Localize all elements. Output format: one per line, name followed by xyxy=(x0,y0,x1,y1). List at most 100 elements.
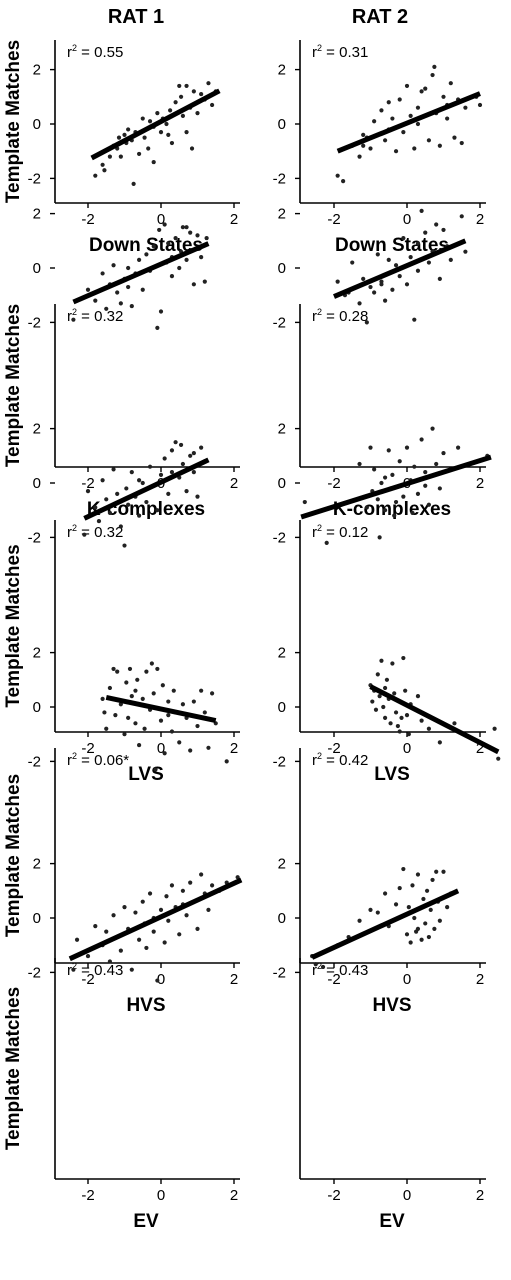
x-tick-label: 2 xyxy=(230,1187,238,1204)
data-point xyxy=(492,726,497,731)
data-point xyxy=(392,691,397,696)
data-point xyxy=(166,132,171,137)
data-point xyxy=(377,535,382,540)
data-point xyxy=(406,905,411,910)
data-point xyxy=(133,910,138,915)
data-point xyxy=(147,119,153,124)
x-tick-label: 0 xyxy=(157,1187,165,1204)
data-point xyxy=(115,491,120,496)
data-point xyxy=(199,688,204,693)
x-tick-label: 0 xyxy=(403,971,411,988)
data-point xyxy=(210,102,215,108)
data-point xyxy=(397,885,402,891)
data-point xyxy=(401,235,406,241)
scatter-panel: -2 0 2 -2 0 2 LVS Template Matches r2 = 0.32 xyxy=(3,421,240,785)
data-point xyxy=(375,252,380,257)
data-point xyxy=(401,866,406,872)
column-title-rat2: RAT 2 xyxy=(352,6,408,28)
data-point xyxy=(430,877,435,883)
data-point xyxy=(379,658,384,663)
data-point xyxy=(111,666,116,672)
data-point xyxy=(71,967,76,972)
r-squared-label: r2 = 0.31 xyxy=(312,43,368,61)
x-axis-label: HVS xyxy=(126,995,165,1016)
data-point xyxy=(393,710,399,715)
y-tick-label: 2 xyxy=(33,645,41,662)
data-point xyxy=(195,926,200,931)
data-point xyxy=(432,64,437,69)
data-point xyxy=(127,666,133,672)
data-point xyxy=(404,282,410,287)
data-point xyxy=(419,718,424,723)
regression-line xyxy=(369,684,500,755)
data-point xyxy=(463,249,468,254)
data-point xyxy=(188,453,193,458)
x-tick-label: 2 xyxy=(476,475,484,492)
data-point xyxy=(375,910,380,915)
data-point xyxy=(144,669,149,674)
data-point xyxy=(445,905,450,910)
y-axis-label: Template Matches xyxy=(3,304,24,467)
data-point xyxy=(173,100,178,105)
data-point xyxy=(415,694,421,699)
data-point xyxy=(129,470,134,475)
y-tick-label: 2 xyxy=(33,421,41,438)
scatter-panel: -2 0 2 -2 0 2 LVS r2 = 0.12 xyxy=(273,421,492,785)
y-tick-label: -2 xyxy=(28,170,41,187)
data-point xyxy=(137,478,142,483)
data-point xyxy=(404,83,410,89)
data-point xyxy=(368,907,373,912)
x-tick-label: 2 xyxy=(476,1187,484,1204)
data-point xyxy=(169,729,175,734)
data-point xyxy=(195,494,200,499)
data-point xyxy=(166,241,171,246)
data-point xyxy=(151,691,156,696)
data-point xyxy=(177,83,182,89)
data-point xyxy=(403,688,408,693)
data-point xyxy=(379,480,384,486)
data-point xyxy=(350,260,355,265)
data-point xyxy=(126,265,131,271)
data-point xyxy=(373,707,379,712)
data-point xyxy=(390,661,395,666)
data-point xyxy=(199,445,204,450)
data-point xyxy=(313,962,318,967)
data-point xyxy=(131,181,136,186)
data-point xyxy=(155,978,160,983)
data-point xyxy=(169,883,175,888)
data-point xyxy=(368,146,373,151)
data-point xyxy=(100,271,105,276)
r-squared-label: r2 = 0.43 xyxy=(312,961,368,979)
data-point xyxy=(158,130,164,135)
data-point xyxy=(445,116,450,121)
data-point xyxy=(111,913,116,918)
data-point xyxy=(169,274,175,279)
data-point xyxy=(361,143,366,148)
data-point xyxy=(162,456,167,461)
data-point xyxy=(361,276,366,281)
data-point xyxy=(432,926,437,931)
data-point xyxy=(397,459,402,464)
x-tick-label: -2 xyxy=(81,740,94,757)
x-tick-label: -2 xyxy=(327,211,340,228)
data-point xyxy=(126,127,131,132)
data-point xyxy=(437,740,442,745)
y-tick-label: 2 xyxy=(33,856,41,873)
scatter-panel: -2 0 2 -2 0 2 K-complexes r2 = 0.28 xyxy=(273,206,486,520)
data-point xyxy=(335,173,340,178)
data-point xyxy=(74,937,80,942)
data-point xyxy=(424,888,430,893)
data-point xyxy=(377,694,382,699)
data-point xyxy=(177,265,182,271)
data-point xyxy=(126,715,131,720)
data-point xyxy=(155,666,160,672)
scatter-panel: -2 0 2 -2 0 2 Down States r2 = 0.31 xyxy=(273,40,486,256)
regression-line xyxy=(311,888,460,960)
data-point xyxy=(104,726,109,731)
regression-line xyxy=(336,91,481,154)
data-point xyxy=(122,543,127,548)
data-point xyxy=(188,230,193,235)
data-point xyxy=(448,257,453,262)
data-point xyxy=(441,94,446,99)
